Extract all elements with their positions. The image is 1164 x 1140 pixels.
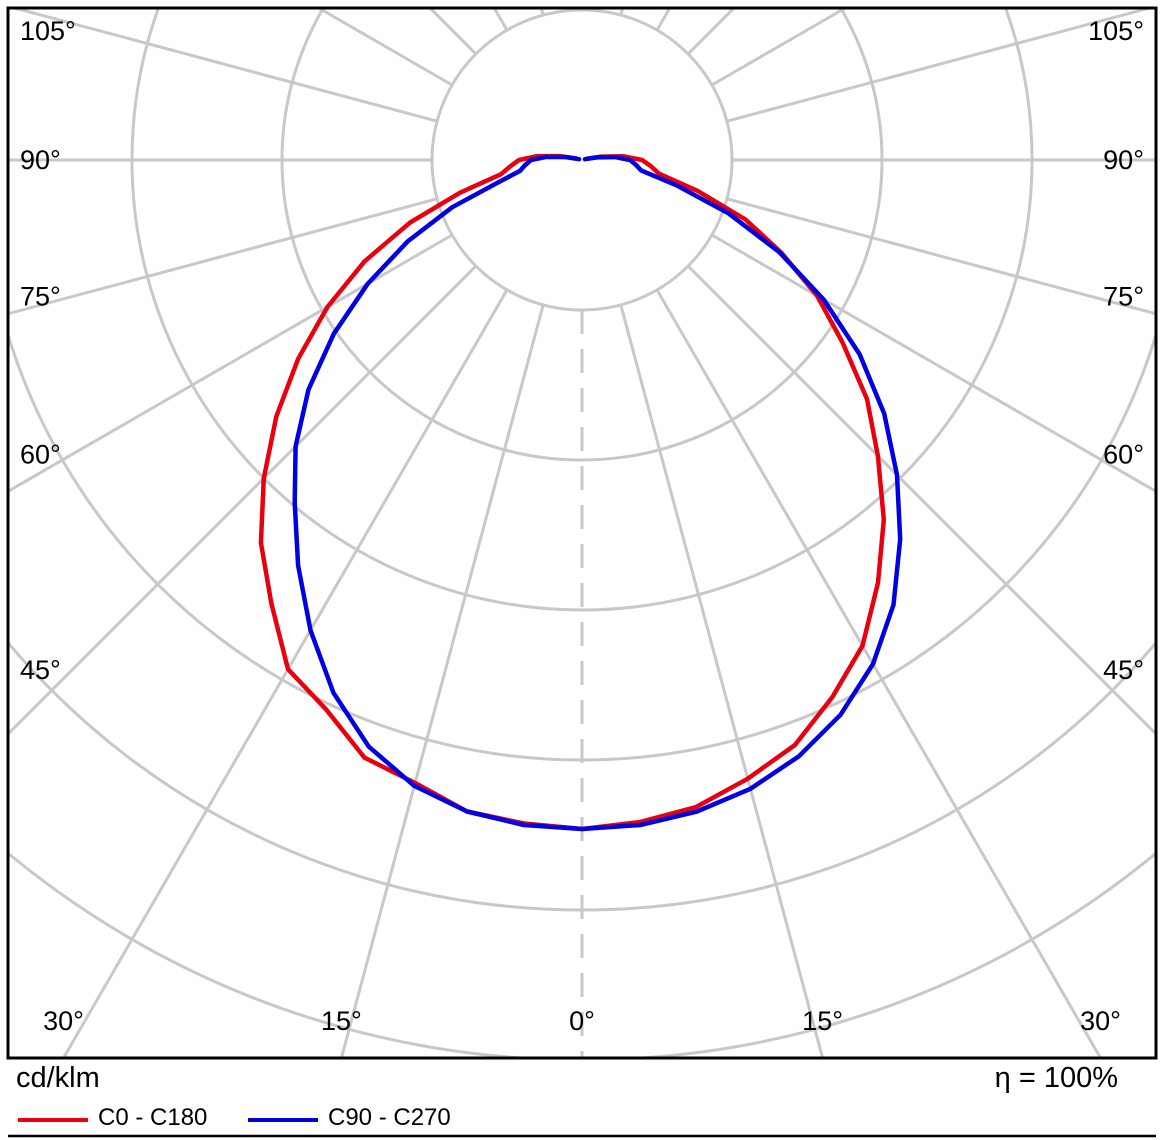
- grid-radial-line: [687, 265, 1155, 735]
- grid-radial-line: [340, 304, 545, 1057]
- grid-radial-line: [9, 265, 477, 735]
- angle-tick-label: 60°: [1103, 439, 1144, 469]
- grid-radial-line: [9, 233, 453, 493]
- grid-radial-line: [655, 289, 1102, 1057]
- angle-tick-label: 45°: [1103, 655, 1144, 685]
- grid-radial-line: [14, 9, 438, 123]
- angle-tick-label: 30°: [43, 1006, 84, 1036]
- efficiency-label: η = 100%: [994, 1062, 1118, 1094]
- grid-radial-line: [9, 197, 438, 315]
- angle-tick-label: 45°: [20, 655, 61, 685]
- angle-tick-label: 90°: [20, 145, 61, 175]
- legend-label: C90 - C270: [328, 1104, 451, 1131]
- grid-radial-line: [726, 197, 1155, 315]
- angle-tick-label: 75°: [20, 282, 61, 312]
- angle-tick-label: 60°: [20, 439, 61, 469]
- angle-tick-label: 105°: [20, 16, 76, 46]
- grid-radial-line: [619, 304, 824, 1057]
- angle-tick-label: 15°: [321, 1006, 362, 1036]
- angle-tick-label: 90°: [1103, 145, 1144, 175]
- legend-swatch-line: [248, 1118, 318, 1122]
- grid-radial-line: [726, 9, 1150, 123]
- unit-label: cd/klm: [16, 1062, 100, 1094]
- legend: C0 - C180 C90 - C270: [0, 1102, 1164, 1136]
- grid-ring: [430, 9, 734, 312]
- angle-tick-label: 0°: [569, 1006, 595, 1036]
- legend-swatch-line: [18, 1118, 88, 1122]
- curve-c90-c270: [292, 154, 903, 832]
- angle-tick-label: 15°: [802, 1006, 843, 1036]
- angle-tick-label: 30°: [1080, 1006, 1121, 1036]
- grid-radial-line: [62, 289, 509, 1057]
- angle-tick-label: 105°: [1088, 16, 1144, 46]
- grid-ring: [9, 641, 1155, 912]
- angle-tick-label: 75°: [1103, 282, 1144, 312]
- chart-border: [6, 6, 1158, 1060]
- grid-radial-line: [711, 233, 1155, 493]
- legend-label: C0 - C180: [98, 1104, 208, 1131]
